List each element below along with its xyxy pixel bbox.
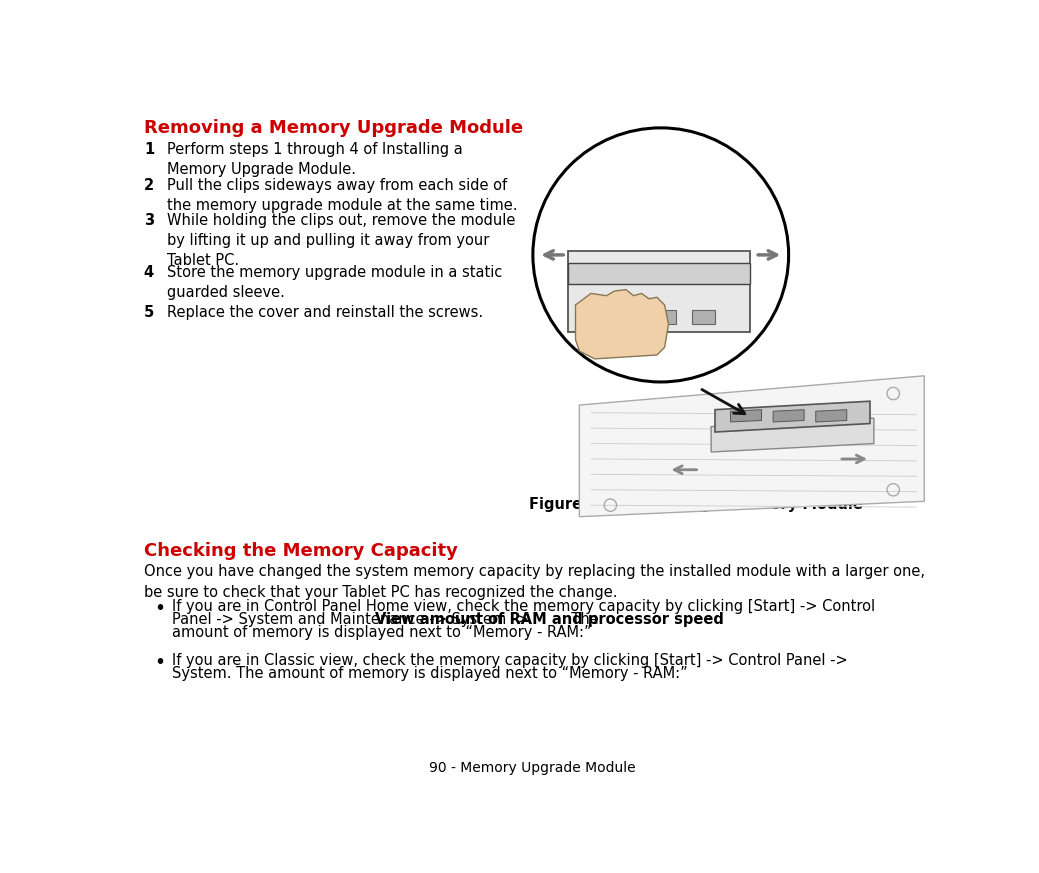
Polygon shape bbox=[816, 409, 847, 422]
Polygon shape bbox=[576, 290, 668, 359]
Bar bbox=[567, 263, 750, 285]
Polygon shape bbox=[730, 409, 762, 422]
Polygon shape bbox=[773, 409, 804, 422]
Text: Checking the Memory Capacity: Checking the Memory Capacity bbox=[143, 542, 458, 560]
Polygon shape bbox=[715, 402, 870, 432]
Text: While holding the clips out, remove the module
by lifting it up and pulling it a: While holding the clips out, remove the … bbox=[167, 212, 515, 268]
Text: Panel -> System and Maintenance -> System ->: Panel -> System and Maintenance -> Syste… bbox=[171, 612, 533, 627]
Text: Replace the cover and reinstall the screws.: Replace the cover and reinstall the scre… bbox=[167, 305, 483, 320]
Text: 3: 3 bbox=[143, 212, 154, 228]
Text: 2: 2 bbox=[143, 178, 154, 193]
Text: •: • bbox=[155, 653, 166, 672]
Bar bbox=[567, 251, 750, 332]
Text: View amount of RAM and processor speed: View amount of RAM and processor speed bbox=[375, 612, 723, 627]
Text: amount of memory is displayed next to “Memory - RAM:”: amount of memory is displayed next to “M… bbox=[171, 625, 591, 640]
Text: If you are in Control Panel Home view, check the memory capacity by clicking [St: If you are in Control Panel Home view, c… bbox=[171, 599, 875, 614]
Text: If you are in Classic view, check the memory capacity by clicking [Start] -> Con: If you are in Classic view, check the me… bbox=[171, 653, 848, 668]
Text: System. The amount of memory is displayed next to “Memory - RAM:”: System. The amount of memory is displaye… bbox=[171, 666, 688, 681]
Text: Figure 39.   Removing a Memory Module: Figure 39. Removing a Memory Module bbox=[529, 498, 862, 512]
Bar bbox=[576, 310, 598, 324]
Polygon shape bbox=[711, 418, 874, 452]
Polygon shape bbox=[580, 375, 925, 517]
Text: Store the memory upgrade module in a static
guarded sleeve.: Store the memory upgrade module in a sta… bbox=[167, 265, 503, 300]
Circle shape bbox=[533, 127, 789, 382]
Text: 5: 5 bbox=[143, 305, 154, 320]
Bar bbox=[614, 310, 638, 324]
Bar bbox=[692, 310, 715, 324]
Text: 1: 1 bbox=[143, 141, 154, 157]
Text: . The: . The bbox=[562, 612, 598, 627]
Text: 90 - Memory Upgrade Module: 90 - Memory Upgrade Module bbox=[429, 760, 636, 775]
Text: Removing a Memory Upgrade Module: Removing a Memory Upgrade Module bbox=[143, 119, 523, 136]
Text: Perform steps 1 through 4 of Installing a
Memory Upgrade Module.: Perform steps 1 through 4 of Installing … bbox=[167, 141, 462, 177]
Text: 4: 4 bbox=[143, 265, 154, 280]
Text: •: • bbox=[155, 599, 166, 618]
Text: Pull the clips sideways away from each side of
the memory upgrade module at the : Pull the clips sideways away from each s… bbox=[167, 178, 517, 213]
Bar bbox=[652, 310, 676, 324]
Text: Once you have changed the system memory capacity by replacing the installed modu: Once you have changed the system memory … bbox=[143, 564, 925, 600]
